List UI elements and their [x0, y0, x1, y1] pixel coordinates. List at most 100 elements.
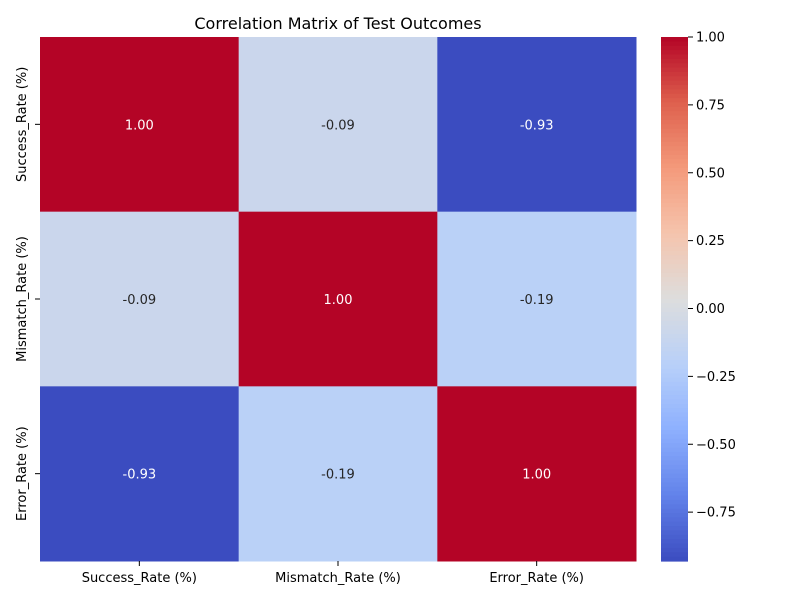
y-tick-label-0: Success_Rate (%) — [15, 67, 30, 182]
heatmap-cell-r0-c0 — [40, 37, 240, 213]
colorbar-segment — [661, 373, 688, 379]
colorbar-segment — [661, 395, 688, 401]
colorbar-segment — [661, 486, 688, 492]
cell-value-labels: 1.00 -0.09 -0.93 -0.09 1.00 -0.19 -0.93 -0.19 1.… — [123, 118, 554, 482]
colorbar-segment — [661, 342, 688, 348]
colorbar-segment — [661, 333, 688, 339]
colorbar-segment — [661, 347, 688, 352]
colorbar-segment — [661, 299, 688, 304]
colorbar-segment — [661, 464, 688, 470]
colorbar-segment — [661, 482, 688, 488]
colorbar-segment — [661, 526, 688, 532]
colorbar-segment — [661, 508, 688, 514]
colorbar-segment — [661, 447, 688, 453]
colorbar-segment — [661, 41, 688, 47]
colorbar-segment — [661, 176, 688, 182]
cell-value-label-r0-c2: -0.93 — [520, 118, 554, 133]
colorbar-segment — [661, 325, 688, 331]
colorbar-segment — [661, 237, 688, 243]
colorbar-segment — [661, 460, 688, 466]
colorbar-segment — [661, 159, 688, 165]
colorbar-segment — [661, 163, 688, 169]
colorbar-segment — [661, 211, 688, 217]
colorbar-segment — [661, 233, 688, 239]
colorbar-segment — [661, 50, 688, 56]
colorbar-segment — [661, 264, 688, 270]
heatmap-cell-r1-c0 — [40, 211, 240, 387]
colorbar-segment — [661, 272, 688, 278]
colorbar-segment — [661, 67, 688, 73]
colorbar-segment — [661, 45, 688, 51]
x-tick-label-2: Error_Rate (%) — [489, 571, 584, 586]
colorbar-segment — [661, 63, 688, 69]
heatmap-cell-r2-c0 — [40, 386, 240, 562]
colorbar-segment — [661, 430, 688, 435]
colorbar-segment — [661, 80, 688, 86]
colorbar-segment — [661, 434, 688, 440]
colorbar-segment — [661, 246, 688, 252]
colorbar-segment — [661, 377, 688, 383]
colorbar-segment — [661, 403, 688, 409]
colorbar-segment — [661, 547, 688, 553]
colorbar-segment — [661, 141, 688, 147]
colorbar-tick-label-4: 0.25 — [696, 234, 725, 249]
colorbar-segment — [661, 504, 688, 510]
colorbar-segment — [661, 491, 688, 497]
x-axis: Success_Rate (%) Mismatch_Rate (%) Error_R… — [82, 561, 584, 586]
colorbar-segment — [661, 124, 688, 130]
colorbar-segment — [661, 443, 688, 449]
colorbar-tick-label-3: 0.00 — [696, 302, 725, 317]
colorbar-segment — [661, 469, 688, 475]
chart-title: Correlation Matrix of Test Outcomes — [194, 14, 481, 33]
colorbar-tick-label-6: 0.75 — [696, 98, 725, 113]
cell-value-label-r2-c2: 1.00 — [522, 468, 551, 483]
colorbar-segment — [661, 329, 688, 335]
colorbar-segment — [661, 381, 688, 387]
cell-value-label-r1-c0: -0.09 — [123, 293, 157, 308]
colorbar-segment — [661, 115, 688, 121]
colorbar-segment — [661, 556, 688, 562]
colorbar-tick-label-5: 0.50 — [696, 166, 725, 181]
colorbar-tick-label-7: 1.00 — [696, 31, 725, 46]
colorbar-segment — [661, 412, 688, 418]
cell-value-label-r1-c2: -0.19 — [520, 293, 554, 308]
colorbar-segment — [661, 102, 688, 108]
colorbar: −0.75 −0.50 −0.25 0.00 0.25 0.50 0.75 1.00 — [661, 31, 736, 562]
colorbar-segment — [661, 255, 688, 261]
colorbar-segment — [661, 512, 688, 518]
colorbar-segment — [661, 194, 688, 200]
colorbar-segment — [661, 290, 688, 296]
colorbar-segment — [661, 364, 688, 370]
colorbar-segment — [661, 451, 688, 457]
colorbar-segment — [661, 390, 688, 396]
colorbar-segment — [661, 539, 688, 545]
cell-value-label-r2-c0: -0.93 — [123, 468, 157, 483]
colorbar-segment — [661, 54, 688, 60]
colorbar-segment — [661, 220, 688, 226]
colorbar-segment — [661, 281, 688, 287]
x-tick-label-0: Success_Rate (%) — [82, 571, 197, 586]
colorbar-segment — [661, 355, 688, 361]
colorbar-segment — [661, 168, 688, 173]
colorbar-segment — [661, 499, 688, 505]
colorbar-segment — [661, 294, 688, 300]
cell-value-label-r1-c1: 1.00 — [324, 293, 353, 308]
colorbar-segment — [661, 351, 688, 357]
colorbar-segment — [661, 93, 688, 99]
colorbar-segment — [661, 478, 688, 483]
colorbar-segment — [661, 58, 688, 64]
colorbar-segment — [661, 106, 688, 112]
colorbar-segment — [661, 224, 688, 230]
colorbar-segment — [661, 408, 688, 414]
colorbar-segment — [661, 303, 688, 309]
x-tick-label-1: Mismatch_Rate (%) — [275, 571, 401, 586]
colorbar-segment — [661, 216, 688, 221]
cell-value-label-r2-c1: -0.19 — [321, 468, 355, 483]
colorbar-segment — [661, 425, 688, 431]
colorbar-segment — [661, 137, 688, 143]
colorbar-segment — [661, 456, 688, 462]
colorbar-segment — [661, 146, 688, 152]
y-tick-label-1: Mismatch_Rate (%) — [15, 236, 30, 362]
heatmap-cell-r1-c2 — [437, 211, 637, 387]
